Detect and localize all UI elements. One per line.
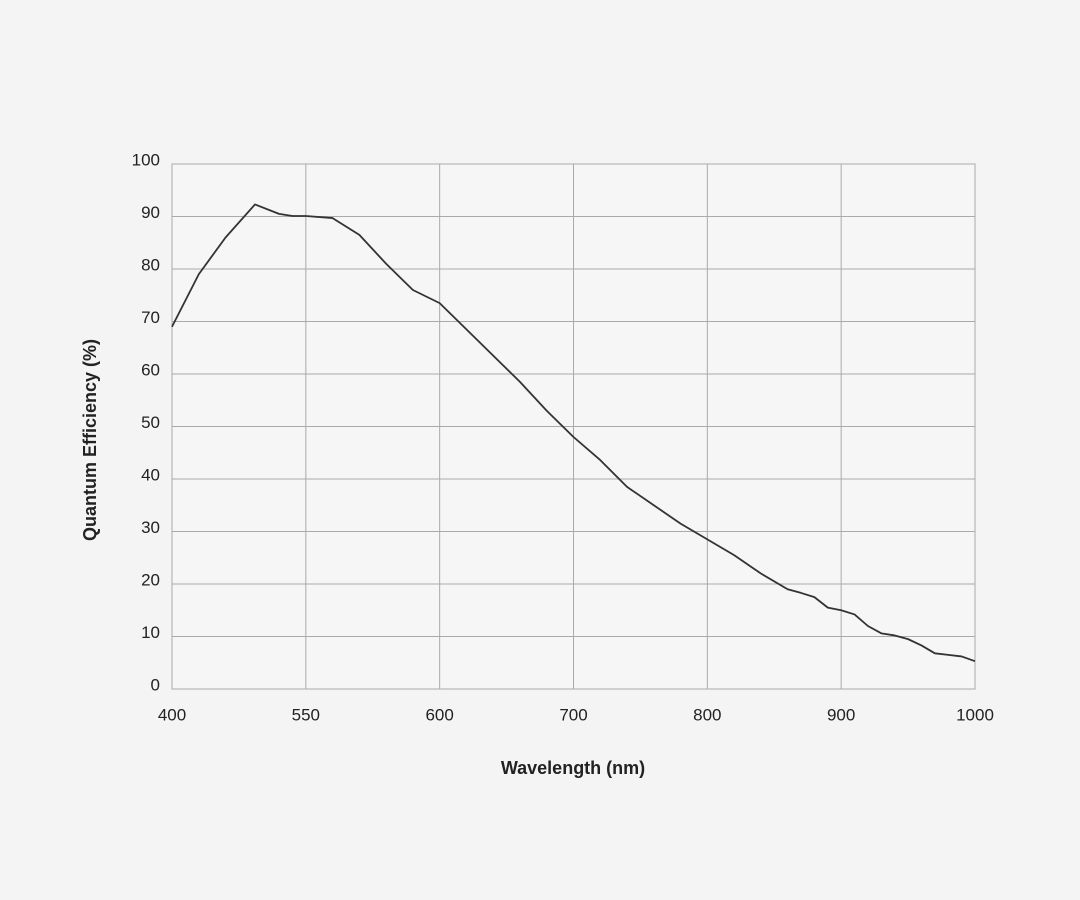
y-tick-label: 0 bbox=[151, 675, 160, 694]
x-tick-label: 900 bbox=[827, 705, 855, 724]
y-tick-label: 100 bbox=[132, 150, 160, 169]
x-tick-label: 1000 bbox=[956, 705, 994, 724]
x-tick-label: 800 bbox=[693, 705, 721, 724]
x-tick-label: 550 bbox=[292, 705, 320, 724]
y-tick-label: 50 bbox=[141, 413, 160, 432]
x-axis-title: Wavelength (nm) bbox=[501, 758, 645, 778]
y-tick-label: 60 bbox=[141, 360, 160, 379]
y-tick-label: 20 bbox=[141, 570, 160, 589]
y-tick-label: 70 bbox=[141, 308, 160, 327]
y-tick-label: 30 bbox=[141, 518, 160, 537]
x-tick-label: 700 bbox=[559, 705, 587, 724]
x-tick-label: 600 bbox=[425, 705, 453, 724]
y-axis-title: Quantum Efficiency (%) bbox=[80, 339, 100, 541]
y-tick-label: 40 bbox=[141, 465, 160, 484]
data-line bbox=[171, 203, 976, 663]
y-tick-label: 80 bbox=[141, 255, 160, 274]
y-tick-label: 10 bbox=[141, 623, 160, 642]
x-tick-label: 400 bbox=[158, 705, 186, 724]
y-tick-label: 90 bbox=[141, 203, 160, 222]
